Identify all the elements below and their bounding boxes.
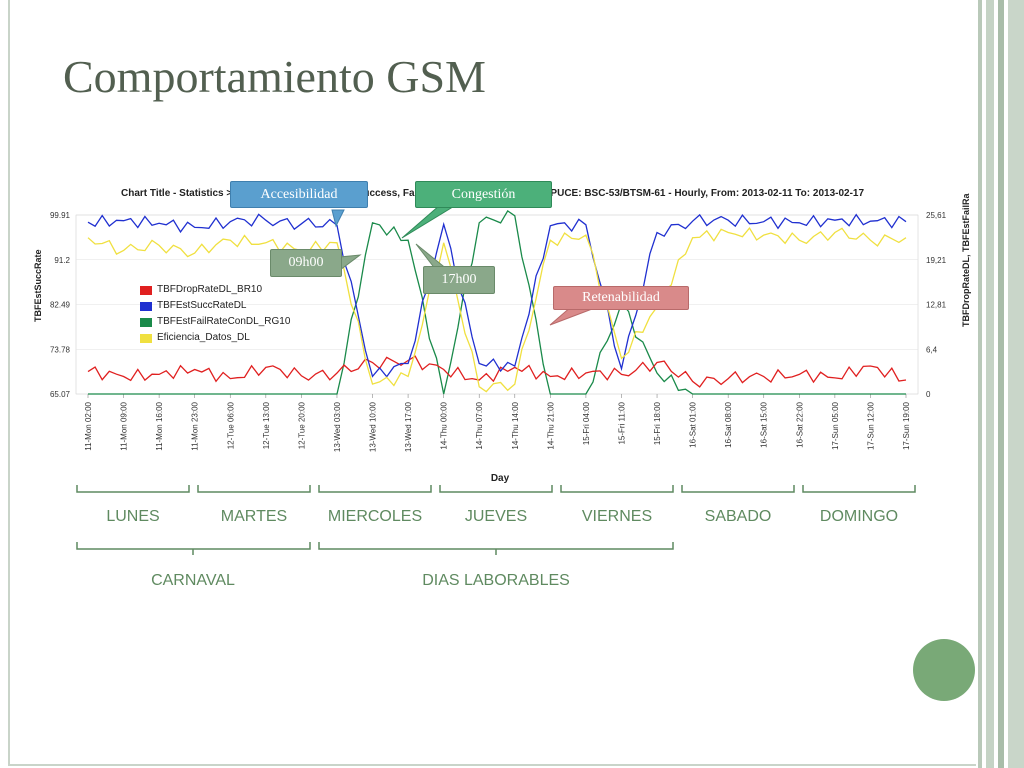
right-tick-label: 0 (926, 390, 931, 399)
group-label-jueves: JUEVES (464, 508, 528, 525)
callout-label: Congestión (451, 187, 516, 202)
decorative-strip (978, 0, 982, 768)
x-tick-label: 16-Sat 15:00 (760, 401, 769, 447)
bracket-lunes (76, 485, 190, 493)
x-tick-label: 14-Thu 14:00 (511, 401, 520, 449)
left-tick-label: 65.07 (50, 390, 71, 399)
x-tick-label: 12-Tue 13:00 (262, 401, 271, 449)
legend-marker-icon (140, 301, 152, 311)
x-tick-label: 15-Fri 11:00 (617, 401, 626, 444)
x-tick-label: 11-Mon 02:00 (84, 401, 93, 450)
legend-item: TBFEstSuccRateDL (140, 298, 290, 314)
x-tick-label: 13-Wed 17:00 (404, 401, 413, 452)
right-tick-label: 6,4 (926, 345, 938, 354)
legend-marker-icon (140, 333, 152, 343)
x-tick-label: 16-Sat 22:00 (795, 401, 804, 447)
x-tick-label: 14-Thu 07:00 (475, 401, 484, 449)
callout-label: 17h00 (441, 272, 477, 287)
callout-label: Retenabilidad (582, 290, 660, 305)
x-tick-label: 16-Sat 01:00 (689, 401, 698, 447)
slide-nav-circle[interactable] (913, 639, 975, 701)
group-label-domingo: DOMINGO (819, 508, 899, 525)
x-tick-label: 11-Mon 16:00 (155, 401, 164, 450)
callout-retenabilidad: Retenabilidad (553, 286, 689, 310)
group-label-viernes: VIERNES (581, 508, 653, 525)
bracket-dias-laborables (318, 542, 674, 555)
x-tick-label: 11-Mon 23:00 (191, 401, 200, 450)
left-tick-label: 91.2 (54, 256, 70, 265)
left-axis-ticks: 99.91 91.2 82.49 73.78 65.07 (50, 211, 71, 399)
legend-item: Eficiencia_Datos_DL (140, 330, 290, 346)
legend-item: TBFDropRateDL_BR10 (140, 282, 290, 298)
right-axis-ticks: 25,61 19,21 12,81 6,4 0 (926, 211, 947, 399)
series-line-TBFEstSuccRateDL (87, 213, 907, 378)
x-tick-label: 15-Fri 18:00 (653, 401, 662, 445)
x-tick-label: 12-Tue 20:00 (297, 401, 306, 449)
x-tick-label: 17-Sun 12:00 (866, 401, 875, 450)
legend-item: TBFEstFailRateConDL_RG10 (140, 314, 290, 330)
legend-label: TBFEstFailRateConDL_RG10 (157, 316, 291, 327)
slide-title: Comportamiento GSM (63, 51, 486, 102)
x-axis-label: Day (490, 473, 510, 484)
group-label-miercoles: MIERCOLES (327, 508, 423, 525)
legend-label: TBFDropRateDL_BR10 (157, 284, 263, 295)
bracket-domingo (802, 485, 916, 493)
callout-label: 09h00 (288, 255, 324, 270)
group-label-sabado: SABADO (704, 508, 772, 525)
legend-marker-icon (140, 317, 152, 327)
bracket-sabado (681, 485, 795, 493)
decorative-strip (1008, 0, 1024, 768)
x-axis-ticks: 11-Mon 02:00 11-Mon 09:00 11-Mon 16:00 11-M… (84, 394, 911, 452)
series-line-TBFDropRateDL_BR10 (87, 355, 907, 388)
decorative-strip (998, 0, 1004, 768)
chart-legend: TBFDropRateDL_BR10 TBFEstSuccRateDL TBFE… (140, 282, 290, 346)
x-tick-label: 14-Thu 00:00 (440, 401, 449, 449)
callout-congestion: Congestión (415, 181, 552, 208)
legend-marker-icon (140, 285, 152, 295)
callout-label: Accesibilidad (260, 187, 338, 202)
bracket-miercoles (318, 485, 432, 493)
x-tick-label: 11-Mon 09:00 (120, 401, 129, 450)
bracket-martes (197, 485, 311, 493)
series-lines (87, 209, 907, 395)
x-tick-label: 17-Sun 19:00 (902, 401, 911, 450)
series-line-TBFEstFailRateConDL_RG10 (88, 209, 906, 395)
right-tick-label: 19,21 (926, 256, 947, 265)
bracket-viernes (560, 485, 674, 493)
series-line-Eficiencia_Datos_DL (87, 226, 907, 393)
group-label-dias-laborables: DIAS LABORABLES (422, 572, 570, 589)
right-tick-label: 12,81 (926, 301, 947, 310)
x-tick-label: 13-Wed 10:00 (369, 401, 378, 452)
left-tick-label: 73.78 (50, 345, 71, 354)
right-tick-label: 25,61 (926, 211, 947, 220)
x-tick-label: 12-Tue 06:00 (226, 401, 235, 449)
x-tick-label: 16-Sat 08:00 (724, 401, 733, 447)
legend-label: TBFEstSuccRateDL (157, 300, 247, 311)
group-label-carnaval: CARNAVAL (151, 572, 235, 589)
x-tick-label: 14-Thu 21:00 (546, 401, 555, 449)
bracket-jueves (439, 485, 553, 493)
x-tick-label: 17-Sun 05:00 (831, 401, 840, 450)
x-tick-label: 13-Wed 03:00 (333, 401, 342, 452)
bracket-carnaval (76, 542, 311, 555)
slide-frame (8, 0, 976, 766)
decorative-strip (986, 0, 994, 768)
left-tick-label: 82.49 (50, 301, 71, 310)
callout-tail (331, 209, 345, 228)
left-tick-label: 99.91 (50, 211, 71, 220)
callout-accesibilidad: Accesibilidad (230, 181, 368, 208)
group-label-martes: MARTES (220, 508, 288, 525)
group-label-lunes: LUNES (106, 508, 160, 525)
legend-label: Eficiencia_Datos_DL (157, 332, 250, 343)
callout-17h00: 17h00 (423, 266, 495, 294)
callout-09h00: 09h00 (270, 249, 342, 277)
x-tick-label: 15-Fri 04:00 (582, 401, 591, 445)
